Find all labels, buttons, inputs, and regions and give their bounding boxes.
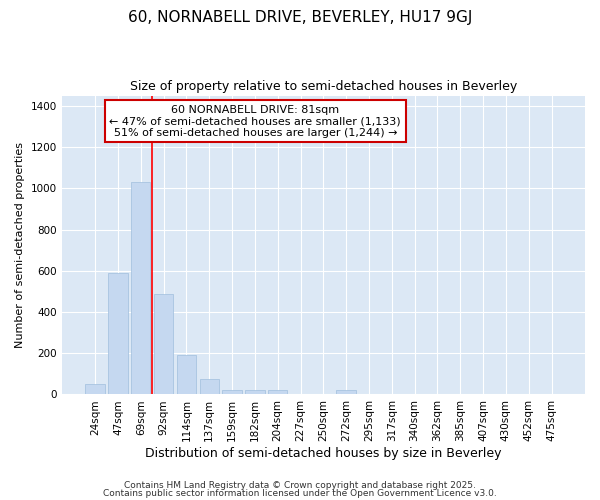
Bar <box>177 356 196 395</box>
X-axis label: Distribution of semi-detached houses by size in Beverley: Distribution of semi-detached houses by … <box>145 447 502 460</box>
Bar <box>268 390 287 394</box>
Bar <box>223 390 242 394</box>
Bar <box>200 379 219 394</box>
Bar <box>154 294 173 394</box>
Bar <box>108 273 128 394</box>
Bar <box>131 182 151 394</box>
Text: Contains public sector information licensed under the Open Government Licence v3: Contains public sector information licen… <box>103 488 497 498</box>
Bar <box>337 390 356 394</box>
Y-axis label: Number of semi-detached properties: Number of semi-detached properties <box>15 142 25 348</box>
Title: Size of property relative to semi-detached houses in Beverley: Size of property relative to semi-detach… <box>130 80 517 93</box>
Text: 60 NORNABELL DRIVE: 81sqm
← 47% of semi-detached houses are smaller (1,133)
51% : 60 NORNABELL DRIVE: 81sqm ← 47% of semi-… <box>109 104 401 138</box>
Text: Contains HM Land Registry data © Crown copyright and database right 2025.: Contains HM Land Registry data © Crown c… <box>124 481 476 490</box>
Bar <box>245 390 265 394</box>
Text: 60, NORNABELL DRIVE, BEVERLEY, HU17 9GJ: 60, NORNABELL DRIVE, BEVERLEY, HU17 9GJ <box>128 10 472 25</box>
Bar <box>85 384 105 394</box>
